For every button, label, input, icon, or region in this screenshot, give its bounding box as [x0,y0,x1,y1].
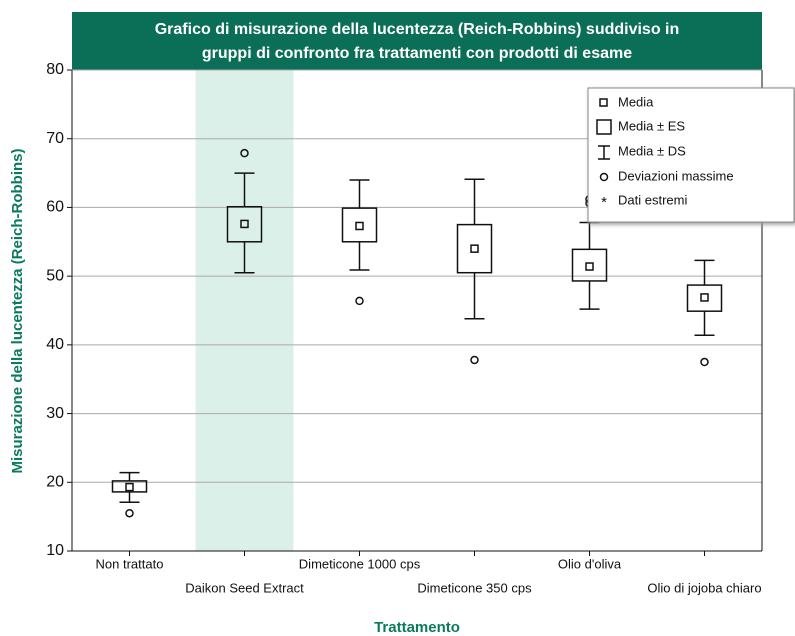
legend: Media Media ± ES Media ± DS Deviazioni m… [587,87,795,223]
mean-marker [240,219,249,229]
outlier [700,357,709,367]
se-box [686,284,723,312]
mean-marker [700,293,709,302]
y-tick-label: 10 [46,542,64,559]
highlight-band [195,70,294,551]
legend-symbol [599,172,609,182]
title-band [72,12,762,70]
y-axis-label: Misurazione della lucentezza (Reich-Robb… [9,148,26,473]
se-box [341,207,378,243]
chart-title: Grafico di misurazione della lucentezza … [155,21,680,38]
se-box [571,248,608,282]
y-tick-label: 30 [46,405,64,422]
y-tick-label: 70 [46,130,64,147]
mean-marker [125,482,134,492]
x-axis-label: Trattamento [374,619,460,636]
outlier [470,355,479,365]
se-box [456,223,493,274]
outlier [355,296,364,306]
legend-label: Dati estremi [618,192,687,207]
se-box [111,480,148,493]
legend-label: Media ± DS [618,143,686,158]
x-tick-label: Daikon Seed Extract [185,580,304,595]
x-tick-label: Non trattato [96,556,164,571]
mean-marker [585,262,594,271]
legend-box [587,87,795,223]
legend-symbol [596,119,612,135]
x-tick-label: Dimeticone 350 cps [417,580,532,595]
chart-title: gruppi di confronto fra trattamenti con … [202,45,632,62]
se-box [226,205,263,243]
legend-label: Deviazioni massime [618,168,734,183]
x-tick-label: Olio d'oliva [558,556,622,571]
y-tick-label: 20 [46,474,64,491]
x-tick-label: Dimeticone 1000 cps [299,556,421,571]
outlier [240,148,249,158]
legend-label: Media ± ES [618,118,685,133]
legend-symbol [598,145,610,160]
legend-symbol: * [601,194,607,211]
legend-label: Media [618,94,654,109]
x-tick-label: Olio di jojoba chiaro [647,580,761,595]
mean-marker [355,221,364,231]
y-tick-label: 60 [46,199,64,216]
outlier [125,508,134,518]
legend-symbol [599,98,608,107]
y-tick-label: 40 [46,336,64,353]
y-tick-label: 80 [46,61,64,78]
mean-marker [470,244,479,253]
y-tick-label: 50 [46,267,64,284]
